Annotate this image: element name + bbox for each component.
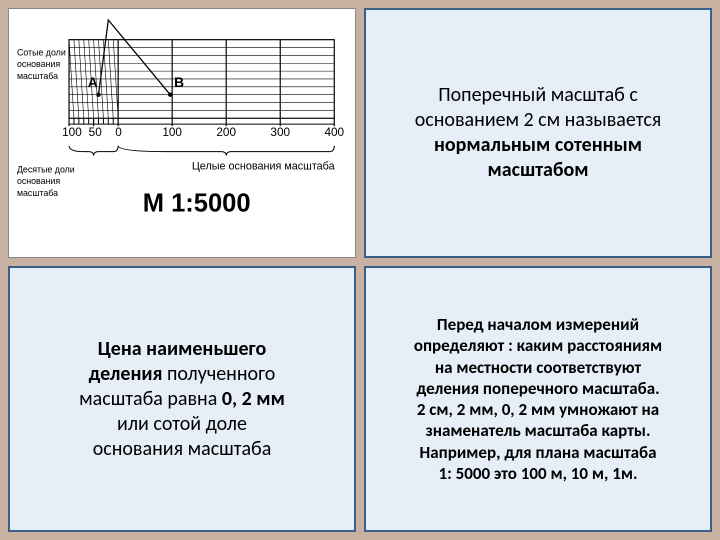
bl-l5: основания масштаба xyxy=(93,437,272,461)
left-brace-3: масштаба xyxy=(17,188,58,198)
bl-l3: масштаба равна xyxy=(79,387,222,411)
tick-6: 400 xyxy=(324,126,344,139)
bl-l2b: полученного xyxy=(162,362,275,386)
side-label-3: масштаба xyxy=(17,71,58,81)
br-l4: деления поперечного масштаба. xyxy=(416,378,659,399)
scale-grid: A B xyxy=(69,20,334,126)
side-label-1: Сотые доли xyxy=(17,47,66,57)
br-l7: Например, для плана масштаба xyxy=(420,442,657,463)
br-l2: определяют : каким расстояниям xyxy=(414,335,662,356)
br-l3: на местности соответствуют xyxy=(435,357,641,378)
tick-5: 300 xyxy=(270,126,290,139)
tick-0: 100 xyxy=(62,126,82,139)
tick-4: 200 xyxy=(216,126,236,139)
br-l1: Перед началом измерений xyxy=(437,314,639,335)
transversal-scale-diagram: Сотые доли основания масштаба xyxy=(8,8,356,258)
center-brace-label: Целые основания масштаба xyxy=(192,160,335,172)
tick-3: 100 xyxy=(162,126,182,139)
scale-svg: Сотые доли основания масштаба xyxy=(15,15,349,251)
scale-title: М 1:5000 xyxy=(143,190,251,218)
top-right-text: Поперечный масштаб с основанием 2 см наз… xyxy=(415,83,662,183)
bottom-left-text: Цена наименьшего деления полученного мас… xyxy=(79,337,285,462)
tr-l4: масштабом xyxy=(487,158,588,182)
tr-l3: нормальным сотенным xyxy=(434,133,642,157)
bl-l1: Цена наименьшего xyxy=(98,337,266,361)
panel-top-right: Поперечный масштаб с основанием 2 см наз… xyxy=(364,8,712,258)
br-l8: 1: 5000 это 100 м, 10 м, 1м. xyxy=(438,463,637,484)
bl-l3b: 0, 2 мм xyxy=(222,387,285,411)
panel-bottom-left: Цена наименьшего деления полученного мас… xyxy=(8,266,356,532)
tr-l2: основанием 2 см называется xyxy=(415,108,662,132)
tick-2: 0 xyxy=(115,126,122,139)
point-b: B xyxy=(174,75,184,90)
br-l5: 2 см, 2 мм, 0, 2 мм умножают на xyxy=(417,399,659,420)
tr-l1: Поперечный масштаб с xyxy=(438,83,638,107)
bottom-right-text: Перед началом измерений определяют : как… xyxy=(414,314,662,484)
left-brace-1: Десятые доли xyxy=(17,164,75,174)
br-l6: знаменатель масштаба карты. xyxy=(425,420,650,441)
side-label-2: основания xyxy=(17,59,60,69)
tick-1: 50 xyxy=(89,126,103,139)
bl-l4: или сотой доле xyxy=(117,412,247,436)
bl-l2a: деления xyxy=(89,362,163,386)
left-brace-2: основания xyxy=(17,176,60,186)
point-a: A xyxy=(88,75,98,90)
panel-bottom-right: Перед началом измерений определяют : как… xyxy=(364,266,712,532)
